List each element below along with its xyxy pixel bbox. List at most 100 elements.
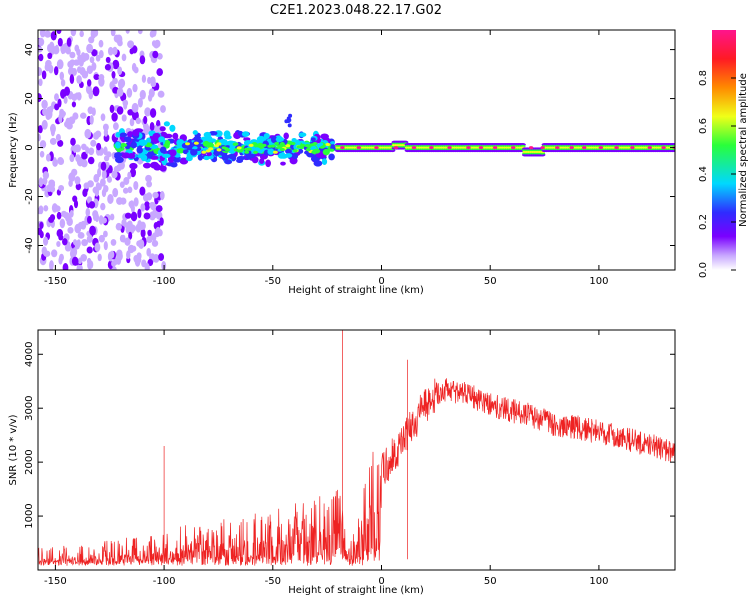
snr-x-axis-label: Height of straight line (km) [288,585,424,596]
heatmap-cell [582,146,587,150]
heatmap-cell [57,157,65,166]
heatmap-cell [285,148,292,154]
heatmap-cell [68,179,73,187]
heatmap-cell [49,214,56,221]
heatmap-cell [117,66,123,75]
heatmap-cell [94,242,101,252]
heatmap-cell [176,148,185,154]
heatmap-cell [210,91,214,97]
heatmap-cell [164,139,171,147]
heatmap-cell [245,72,249,78]
heatmap-cell [246,147,252,151]
heatmap-cell [133,254,139,263]
heatmap-cell [272,150,278,154]
heatmap-cell [119,143,128,148]
heatmap-cell [221,162,225,168]
heatmap-cell [133,180,139,191]
heatmap-cell [150,203,156,211]
heatmap-cell [113,122,119,131]
heatmap-cell [598,146,604,150]
heatmap-cell [46,184,53,193]
heatmap-cell [98,39,104,48]
heatmap-cell [160,190,165,201]
heatmap-cell [190,204,194,210]
heatmap-cell [329,148,335,152]
heatmap-cell [110,213,115,221]
heatmap-cell [84,128,92,139]
heatmap-cell [246,153,256,159]
heatmap-cell [72,239,78,246]
heatmap-cell [141,74,147,83]
heatmap-cell [429,146,434,150]
heatmap-cell [251,103,255,109]
y-tick-label: -40 [24,237,35,253]
heatmap-cell [63,96,68,104]
heatmap-cell [173,158,181,163]
heatmap-cell [51,249,58,258]
heatmap-cell [151,239,159,247]
heatmap-cell [240,72,244,77]
heatmap-cell [254,147,260,151]
heatmap-cell [98,215,104,225]
heatmap-cell [74,44,80,52]
heatmap-cell [71,101,77,108]
heatmap-cell [81,70,89,79]
heatmap-cell [131,102,139,113]
heatmap-cell [39,30,46,38]
heatmap-cell [292,149,298,153]
heatmap-cell [311,150,317,154]
heatmap-cell [82,188,88,197]
heatmap-cell [41,119,48,130]
y-tick-label: 1000 [24,503,35,528]
heatmap-cell [247,196,251,202]
heatmap-cell [127,186,133,194]
heatmap-cell [42,177,48,185]
heatmap-cell [286,116,291,121]
heatmap-cell [44,30,51,38]
heatmap-cell [325,142,331,147]
heatmap-cell [311,156,320,162]
heatmap-cell [137,208,142,219]
heatmap-cell [196,87,200,93]
heatmap-cell [87,106,94,115]
heatmap-cell [152,50,159,59]
heatmap-cell [81,238,89,247]
heatmap-cell [85,146,90,155]
y-tick-label: -20 [24,188,35,204]
heatmap-cell [53,66,59,76]
heatmap-cell [107,165,113,174]
heatmap-cell [138,30,143,35]
heatmap-cell [131,110,139,121]
heatmap-cell [203,155,210,161]
heatmap-cell [130,141,137,149]
heatmap-cell [169,149,177,157]
heatmap-cell [411,146,417,150]
heatmap-cell [110,30,116,37]
heatmap-cell [98,74,105,81]
heatmap-cell [129,200,135,210]
heatmap-cell [166,162,175,167]
heatmap-cell [39,140,47,149]
heatmap-cell [94,187,100,197]
heatmap-cell [159,126,166,132]
heatmap-cell [242,169,246,175]
heatmap-cell [126,250,131,260]
heatmap-cell [115,222,122,231]
heatmap-cell [111,112,118,122]
x-tick-label: -150 [44,576,67,587]
heatmap-cell [219,167,223,173]
spectrogram-x-axis-label: Height of straight line (km) [288,285,424,296]
heatmap-cell [43,205,49,212]
heatmap-cell [81,143,87,151]
heatmap-cell [208,138,217,143]
heatmap-cell [111,260,117,267]
heatmap-cell [374,146,379,150]
snr-x-ticks: -150 -100 -50 0 50 100 [44,330,608,587]
heatmap-cell [73,199,79,209]
heatmap-cell [107,194,114,204]
heatmap-cell [137,219,142,229]
heatmap-cell [114,151,123,158]
heatmap-cell [129,118,135,127]
heatmap-cell [181,198,185,204]
